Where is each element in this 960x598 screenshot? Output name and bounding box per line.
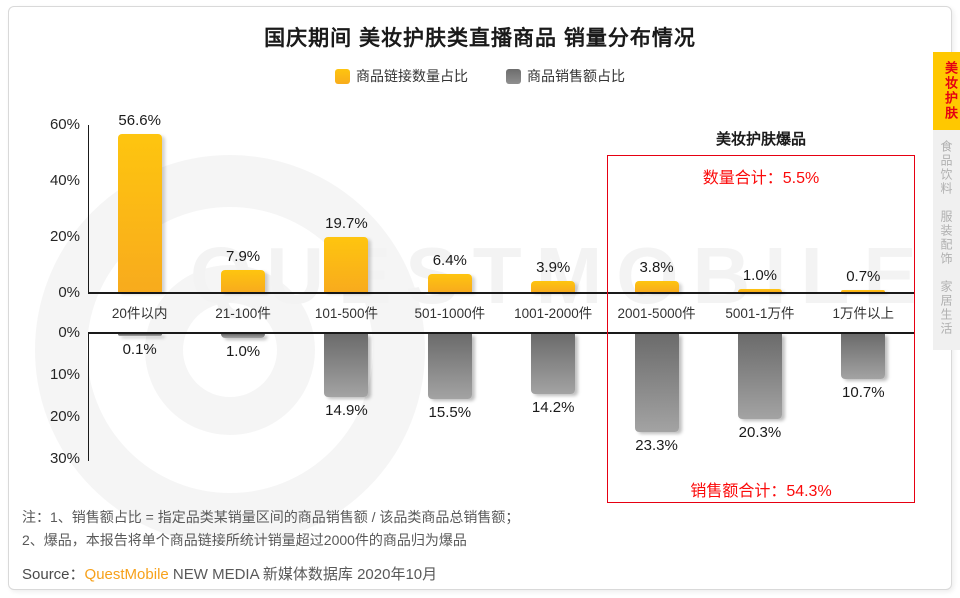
category-label-7: 1万件以上 [832, 306, 895, 321]
bar-gmv-1 [221, 334, 266, 339]
questmobile-watermark: QUESTMOBILE [190, 231, 931, 320]
legend-label-gmv: 商品销售额占比 [527, 68, 625, 84]
legend-item-count: 商品链接数量占比 [335, 66, 468, 86]
legend-swatch-count-icon [335, 68, 350, 84]
y-axis-top-line [88, 125, 89, 292]
x-axis-top-baseline [88, 292, 915, 294]
source-brand: QuestMobile [84, 566, 169, 583]
bar-gmv-value-2: 14.9% [325, 401, 368, 419]
bar-count-value-2: 19.7% [325, 214, 368, 232]
hot-products-count-total: 数量合计：5.5% [702, 170, 820, 187]
page-title: 国庆期间 美妆护肤类直播商品 销量分布情况 [264, 27, 696, 50]
category-label-2: 101-500件 [314, 306, 378, 321]
bar-gmv-0 [117, 334, 162, 336]
source-line: Source：QuestMobile NEW MEDIA 新媒体数据库 2020… [22, 563, 437, 584]
bar-gmv-value-1: 1.0% [225, 343, 261, 361]
tab-home-living[interactable]: 家居生活 [939, 280, 953, 336]
category-label-4: 1001-2000件 [514, 306, 593, 321]
bar-count-value-5: 3.8% [639, 259, 674, 277]
y-axis-bottom-tick-30: 30% [49, 450, 80, 467]
y-axis-top-tick-0: 0% [58, 284, 80, 301]
y-axis-bottom-tick-10: 10% [49, 366, 80, 383]
bar-gmv-value-5: 23.3% [635, 436, 678, 454]
y-axis-bottom-tick-0: 0% [58, 324, 80, 341]
bar-gmv-7 [841, 334, 886, 379]
bar-count-value-7: 0.7% [846, 268, 881, 285]
bar-gmv-value-6: 20.3% [738, 424, 782, 442]
bar-count-3 [427, 274, 472, 292]
tab-beauty-skincare[interactable]: 美妆护肤 [933, 52, 960, 130]
bar-gmv-4 [531, 334, 576, 394]
bar-count-value-6: 1.0% [742, 267, 778, 285]
bar-count-4 [531, 281, 576, 292]
tab-apparel-accessories[interactable]: 服装配饰 [939, 210, 953, 266]
y-axis-bottom-line [88, 334, 89, 461]
category-label-0: 20件以内 [111, 306, 168, 321]
y-axis-top-tick-60: 60% [49, 116, 80, 133]
bar-gmv-value-3: 15.5% [428, 404, 472, 422]
bar-count-value-4: 3.9% [536, 259, 571, 277]
y-axis-top-tick-20: 20% [49, 228, 80, 245]
y-axis-bottom-tick-20: 20% [49, 408, 80, 425]
legend-swatch-gmv-icon [506, 68, 521, 84]
legend-label-count: 商品链接数量占比 [356, 68, 468, 84]
category-label-5: 2001-5000件 [617, 306, 696, 321]
bar-gmv-6 [737, 334, 782, 420]
bar-count-1 [221, 269, 266, 292]
legend-item-gmv: 商品销售额占比 [506, 66, 625, 86]
source-prefix: Source： [22, 566, 85, 583]
bar-count-2 [324, 236, 369, 292]
bar-gmv-5 [634, 334, 679, 432]
bar-gmv-2 [324, 334, 369, 397]
bar-count-7 [841, 290, 886, 292]
legend: 商品链接数量占比 商品销售额占比 [0, 66, 960, 86]
hot-products-gmv-total: 销售额合计：54.3% [690, 483, 832, 500]
hot-products-box [607, 155, 915, 503]
bar-count-0 [117, 133, 162, 292]
category-label-3: 501-1000件 [414, 306, 486, 321]
category-label-1: 21-100件 [215, 306, 271, 321]
footnote-1: 注：1、销售额占比 = 指定品类某销量区间的商品销售额 / 该品类商品总销售额； [22, 509, 520, 525]
category-label-6: 5001-1万件 [725, 306, 795, 321]
category-tabs-rest: 食品饮料 服装配饰 家居生活 [933, 130, 960, 350]
bar-count-5 [634, 281, 679, 292]
bar-gmv-value-0: 0.1% [122, 341, 157, 358]
source-suffix: NEW MEDIA 新媒体数据库 2020年10月 [168, 566, 438, 583]
bar-gmv-3 [427, 334, 472, 400]
tab-food-beverage[interactable]: 食品饮料 [939, 140, 953, 196]
footnote-2: 2、爆品，本报告将单个商品链接所统计销量超过2000件的商品归为爆品 [22, 532, 467, 548]
bar-gmv-value-7: 10.7% [842, 383, 885, 401]
bar-count-value-3: 6.4% [432, 252, 467, 270]
x-axis-bottom-baseline [88, 332, 915, 334]
bar-count-value-1: 7.9% [225, 247, 261, 265]
bar-gmv-value-4: 14.2% [531, 398, 575, 416]
bar-count-6 [737, 289, 782, 292]
bar-count-value-0: 56.6% [118, 111, 161, 129]
y-axis-top-tick-40: 40% [49, 172, 80, 189]
hot-products-title: 美妆护肤爆品 [715, 131, 806, 148]
category-tabs: 美妆护肤 食品饮料 服装配饰 家居生活 [933, 52, 960, 350]
